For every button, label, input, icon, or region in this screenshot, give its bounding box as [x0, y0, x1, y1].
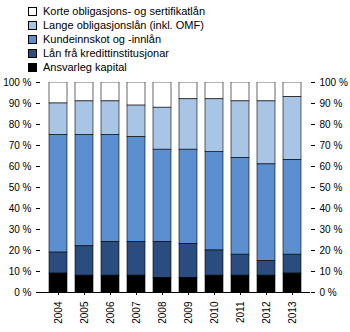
- svg-text:20 %: 20 %: [9, 245, 32, 256]
- svg-text:100 %: 100 %: [320, 77, 348, 88]
- svg-text:70 %: 70 %: [320, 140, 343, 151]
- svg-text:2012: 2012: [261, 301, 272, 324]
- svg-text:40 %: 40 %: [9, 203, 32, 214]
- svg-text:70 %: 70 %: [9, 140, 32, 151]
- svg-text:2011: 2011: [235, 301, 246, 323]
- svg-text:2009: 2009: [183, 301, 194, 324]
- svg-text:0 %: 0 %: [320, 287, 337, 298]
- svg-text:40 %: 40 %: [320, 203, 343, 214]
- html-text:Lån frå kredittinstitusjonar: Lån frå kredittinstitusjonar: [43, 47, 169, 59]
- svg-text:10 %: 10 %: [320, 266, 343, 277]
- svg-text:30 %: 30 %: [9, 224, 32, 235]
- svg-text:100 %: 100 %: [3, 77, 31, 88]
- svg-text:10 %: 10 %: [9, 266, 32, 277]
- html-text:Lange obligasjonslån (inkl. OM: Lange obligasjonslån (inkl. OMF): [43, 19, 204, 31]
- html-text:Ansvarleg kapital: Ansvarleg kapital: [43, 61, 127, 73]
- svg-text:80 %: 80 %: [320, 119, 343, 130]
- svg-text:60 %: 60 %: [9, 161, 32, 172]
- svg-text:0 %: 0 %: [14, 287, 31, 298]
- svg-text:2008: 2008: [157, 301, 168, 324]
- svg-text:30 %: 30 %: [320, 224, 343, 235]
- svg-text:2004: 2004: [53, 301, 64, 324]
- svg-text:50 %: 50 %: [320, 182, 343, 193]
- svg-text:80 %: 80 %: [9, 119, 32, 130]
- svg-text:2010: 2010: [209, 301, 220, 324]
- html-text:Korte obligasjons- og sertifik: Korte obligasjons- og sertifikatlån: [43, 5, 205, 17]
- svg-text:90 %: 90 %: [320, 98, 343, 109]
- svg-text:90 %: 90 %: [9, 98, 32, 109]
- svg-text:50 %: 50 %: [9, 182, 32, 193]
- svg-text:2006: 2006: [105, 301, 116, 324]
- svg-text:2007: 2007: [131, 301, 142, 324]
- svg-text:60 %: 60 %: [320, 161, 343, 172]
- svg-text:2013: 2013: [287, 301, 298, 324]
- svg-text:2005: 2005: [79, 301, 90, 324]
- html-text:Kundeinnskot og -innlån: Kundeinnskot og -innlån: [43, 33, 161, 45]
- svg-text:20 %: 20 %: [320, 245, 343, 256]
